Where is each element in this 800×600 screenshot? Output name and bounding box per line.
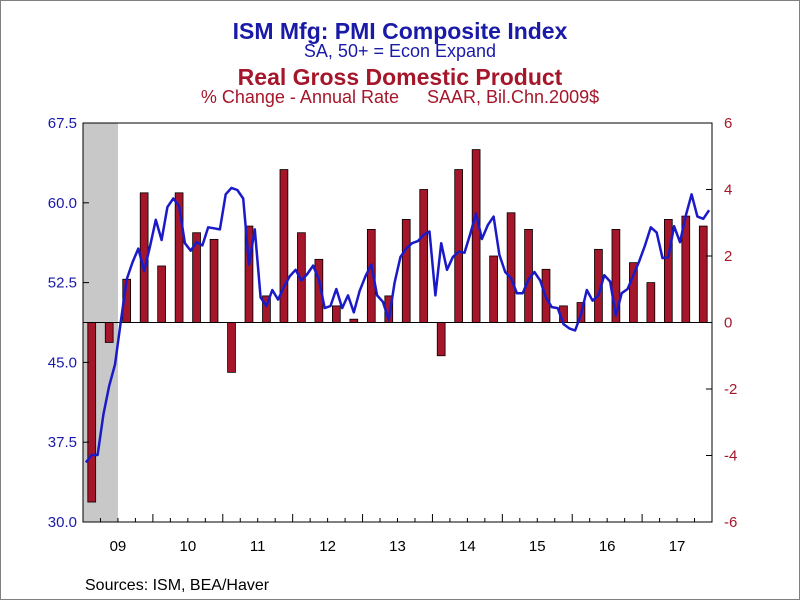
right-axis-tick-label: 0 <box>724 315 732 332</box>
chart-title-gdp: Real Gross Domestic Product <box>237 64 563 90</box>
gdp-bar <box>454 169 463 323</box>
gdp-bar <box>87 322 97 503</box>
x-axis-tick-label: 17 <box>669 538 686 555</box>
gdp-bar <box>227 322 236 373</box>
x-axis-tick-label: 09 <box>110 538 127 555</box>
x-axis-tick-label: 10 <box>179 538 196 555</box>
sources-note: Sources: ISM, BEA/Haver <box>85 577 270 594</box>
left-axis-tick-label: 45.0 <box>48 354 77 371</box>
left-axis-tick-label: 67.5 <box>48 115 77 132</box>
x-axis-tick-label: 12 <box>319 538 336 555</box>
gdp-bar <box>489 255 498 323</box>
gdp-subtitle-units: % Change - Annual Rate <box>200 87 400 107</box>
gdp-bar <box>663 219 673 323</box>
gdp-bar <box>104 322 114 343</box>
chart-subtitle-gdp: % Change - Annual Rate SAAR, Bil.Chn.2009… <box>0 87 800 108</box>
gdp-bar <box>209 238 219 323</box>
x-axis-tick-label: 16 <box>599 538 616 555</box>
right-axis-tick-label: 6 <box>724 115 732 132</box>
right-axis-tick-label: 4 <box>724 182 732 199</box>
gdp-bar <box>436 322 446 357</box>
x-axis-tick-label: 11 <box>250 538 266 555</box>
left-axis-tick-label: 30.0 <box>48 514 77 531</box>
x-axis-tick-label: 14 <box>459 538 476 555</box>
gdp-bar <box>157 265 166 323</box>
gdp-bar <box>401 219 411 323</box>
gdp-bar <box>279 169 289 323</box>
gdp-bar <box>698 225 708 323</box>
x-axis-tick-label: 15 <box>529 538 546 555</box>
gdp-bar <box>506 212 516 323</box>
right-axis-tick-label: 2 <box>724 248 732 265</box>
pmi-line <box>84 186 711 464</box>
gdp-subtitle-basis: SAAR, Bil.Chn.2009$ <box>427 87 600 107</box>
chart-subtitle-pmi: SA, 50+ = Econ Expand <box>303 41 497 61</box>
left-axis-tick-label: 60.0 <box>48 195 77 212</box>
gdp-bar <box>419 189 429 323</box>
gdp-bar <box>471 149 481 323</box>
x-axis-tick-label: 13 <box>389 538 406 555</box>
left-axis-tick-label: 52.5 <box>48 275 77 292</box>
chart-title-pmi: ISM Mfg: PMI Composite Index <box>232 18 568 44</box>
gdp-bar <box>646 282 656 323</box>
right-axis-tick-label: -6 <box>724 514 737 531</box>
gdp-bar <box>332 305 341 323</box>
right-axis-tick-label: -4 <box>724 448 737 465</box>
left-axis-tick-label: 37.5 <box>48 434 77 451</box>
right-axis-tick-label: -2 <box>724 381 737 398</box>
